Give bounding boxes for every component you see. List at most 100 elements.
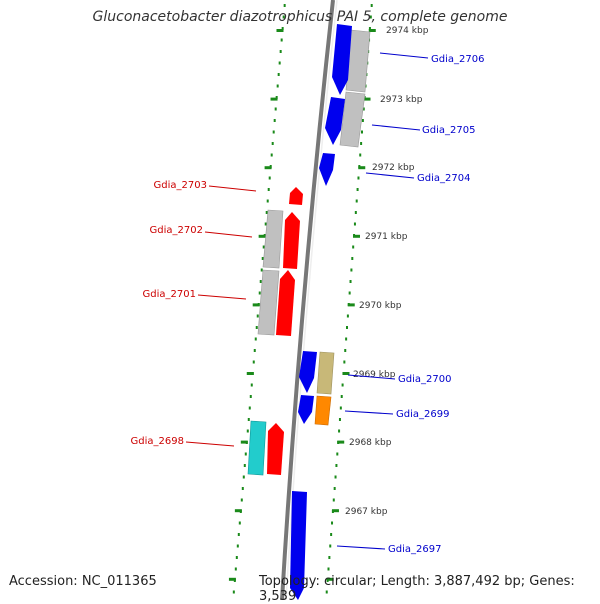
tick-dot [267,188,270,191]
tick-dot [235,556,238,559]
gene-label-gdia-2702[interactable]: Gdia_2702 [150,225,203,236]
tick-dot [283,4,286,7]
gene-arrow [319,153,335,186]
tick-dot [268,176,271,180]
tick-dot [361,119,364,122]
label-leader [347,374,396,380]
tick-major [347,303,355,307]
tick-dot [242,475,245,479]
feature-track-right-lower [314,351,335,426]
label-leader [204,231,253,238]
tick-dot [335,464,338,467]
tick-dot [274,107,277,111]
tick-dot [348,291,351,295]
tick-dot [264,222,267,226]
tick-dot [334,475,337,479]
tick-dot [338,418,341,421]
tick-dot [250,383,253,387]
genome-backbone [280,0,335,600]
scale-label: 2972 kbp [372,163,415,173]
tick-dot [340,395,343,398]
tick-dot [262,245,265,249]
gene-label-gdia-2701[interactable]: Gdia_2701 [143,289,196,300]
tick-dot [234,567,237,571]
scale-label: 2973 kbp [380,95,423,105]
tick-dot [346,314,349,318]
gene-label-gdia-2699[interactable]: Gdia_2699 [396,409,449,420]
tick-dot [241,487,244,490]
gene-label-gdia-2706[interactable]: Gdia_2706 [431,54,484,65]
tick-major [331,509,339,513]
tick-dot [244,452,247,456]
tick-dot [271,142,274,145]
tick-dot [359,153,362,157]
tick-dot [232,590,235,594]
gene-label-gdia-2698[interactable]: Gdia_2698 [131,436,184,447]
scale-labels: 2974 kbp 2973 kbp 2972 kbp 2971 kbp 2970… [345,26,429,517]
tick-dot [362,107,365,111]
tick-dot [273,119,276,122]
tick-major [228,577,236,581]
gene-label-gdia-2704[interactable]: Gdia_2704 [417,173,470,184]
tick-dot [369,15,372,19]
label-leader [185,441,235,447]
tick-dot [276,84,279,88]
tick-dot [328,556,331,559]
tick-dot [344,349,347,352]
gene-label-gdia-2697[interactable]: Gdia_2697 [388,544,441,555]
tick-dot [353,222,356,226]
gene-arrow [325,97,345,145]
tick-dot [252,360,255,364]
tick-dot [277,73,280,76]
tick-dot [343,360,346,364]
tick-major [276,29,284,32]
tick-dot [253,349,256,352]
red-genes [267,187,303,475]
tick-dot [325,590,328,594]
scale-label: 2967 kbp [345,507,388,517]
tick-dot [350,268,353,272]
label-leader [197,294,247,300]
tick-major [270,97,278,101]
tick-dot [351,257,354,260]
tick-dot [281,27,284,30]
tick-major [240,440,248,444]
gene-labels-left: Gdia_2703 Gdia_2702 Gdia_2701 Gdia_2698 [131,180,257,447]
tick-dot [265,211,268,214]
tick-major [363,97,371,101]
label-leader [208,185,257,192]
tick-dot [355,199,358,203]
tick-dot [258,291,261,295]
tick-dot [360,142,363,145]
tick-major [264,166,272,170]
tick-dot [272,130,275,134]
tick-dot [356,188,359,191]
gene-label-gdia-2700[interactable]: Gdia_2700 [398,374,451,385]
tick-dot [370,4,373,7]
tick-dot [249,395,252,398]
gene-label-gdia-2705[interactable]: Gdia_2705 [422,125,475,136]
tick-major [246,372,254,375]
gene-label-gdia-2703[interactable]: Gdia_2703 [154,180,207,191]
tick-dot [341,383,344,387]
tick-dot [236,544,239,548]
tick-dot [338,429,341,433]
tick-dot [254,337,257,341]
label-leader [365,172,415,179]
tick-dot [278,61,281,65]
tick-major [358,166,366,170]
tick-dot [261,257,264,260]
tick-dot [368,27,371,30]
tick-dot [240,498,243,502]
gene-arrow [276,270,295,336]
tick-dot [354,211,357,214]
feature-block [316,351,335,395]
tick-dot [266,199,269,203]
tick-dot [336,452,339,456]
tick-dot [275,96,278,99]
scale-label: 2971 kbp [365,232,408,242]
label-leader [336,545,386,550]
feature-track-left [247,209,284,476]
tick-dot [360,130,363,134]
tick-major [352,234,360,238]
